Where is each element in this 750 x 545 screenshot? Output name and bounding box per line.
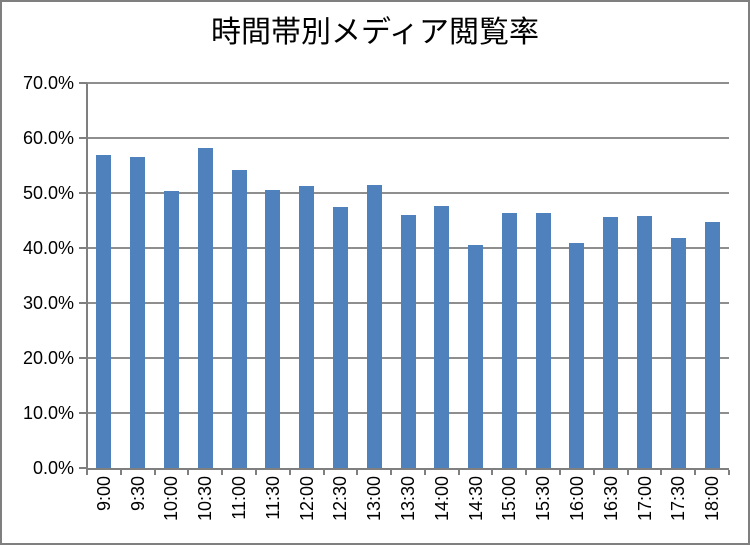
x-axis-tick: [491, 470, 494, 475]
x-axis-tick-label: 14:00: [431, 476, 452, 522]
x-axis-tick: [254, 470, 257, 475]
y-axis-tick-label: 30.0%: [22, 293, 74, 313]
x-axis-tick-label: 15:30: [533, 476, 554, 522]
x-axis-tick: [356, 470, 359, 475]
gridline: [87, 82, 729, 84]
x-axis-tick-label: 11:00: [229, 476, 250, 520]
bar: [332, 206, 348, 468]
chart-title: 時間帯別メディア閲覧率: [211, 16, 539, 49]
y-axis-tick-label: 20.0%: [22, 348, 74, 368]
x-axis-tick: [660, 470, 663, 475]
x-axis-tick: [221, 470, 224, 475]
y-axis-tick: [79, 302, 87, 304]
y-axis-tick-label: 0.0%: [32, 458, 74, 478]
bar: [603, 216, 619, 468]
x-axis-tick-label: 12:00: [296, 476, 317, 522]
bar: [569, 243, 585, 468]
x-axis-tick-label: 10:00: [161, 476, 182, 522]
y-axis-tick: [79, 192, 87, 194]
x-axis-tick: [187, 470, 190, 475]
x-axis-tick: [694, 470, 697, 475]
x-axis-tick: [86, 470, 88, 475]
bar: [434, 205, 450, 468]
x-axis-tick: [322, 470, 325, 475]
x-axis-tick-label: 9:30: [127, 476, 148, 512]
y-axis-tick: [79, 137, 87, 139]
x-axis-tick: [457, 470, 460, 475]
bar: [197, 148, 213, 468]
bar: [637, 215, 653, 468]
bar: [400, 215, 416, 468]
bar: [468, 245, 484, 468]
y-axis-tick-label: 40.0%: [22, 238, 74, 258]
y-axis-tick-label: 70.0%: [22, 73, 74, 93]
y-axis-tick: [79, 82, 87, 84]
x-axis-tick-label: 14:30: [465, 476, 486, 522]
bar: [670, 238, 686, 468]
x-axis-tick-label: 11:30: [262, 476, 283, 520]
y-axis-tick: [79, 357, 87, 359]
x-axis-tick-label: 9:00: [93, 476, 114, 512]
x-axis-tick: [626, 470, 629, 475]
bar: [535, 212, 551, 468]
bar: [704, 222, 720, 468]
x-axis-tick: [288, 470, 291, 475]
bar: [231, 170, 247, 468]
x-axis-tick-label: 18:00: [702, 476, 723, 522]
gridline: [87, 137, 729, 139]
x-axis-tick: [423, 470, 426, 475]
x-axis-line: [86, 468, 729, 470]
x-axis-tick: [592, 470, 595, 475]
x-axis-tick-label: 16:30: [600, 476, 621, 522]
x-axis-tick-label: 17:00: [634, 476, 655, 522]
x-axis-tick: [728, 470, 730, 475]
bar: [130, 157, 146, 468]
x-axis-tick: [559, 470, 562, 475]
bar: [163, 191, 179, 468]
x-axis-tick-label: 12:30: [330, 476, 351, 522]
y-axis-tick: [79, 467, 87, 469]
y-axis-line: [86, 83, 88, 470]
x-axis-tick-label: 13:00: [364, 476, 385, 522]
x-axis-tick-label: 15:00: [499, 476, 520, 522]
y-axis-tick-label: 60.0%: [22, 128, 74, 148]
y-axis-tick-label: 50.0%: [22, 183, 74, 203]
y-axis-tick: [79, 412, 87, 414]
gridline: [87, 192, 729, 194]
x-axis-tick-label: 17:30: [668, 476, 689, 522]
x-axis-tick: [390, 470, 393, 475]
bar: [299, 185, 315, 468]
x-axis-tick-label: 10:30: [195, 476, 216, 522]
bar: [96, 154, 112, 468]
x-axis-tick: [153, 470, 156, 475]
y-axis-tick-label: 10.0%: [22, 403, 74, 423]
x-axis-tick: [525, 470, 528, 475]
x-axis-tick-label: 13:30: [398, 476, 418, 522]
bar: [501, 212, 517, 468]
bar: [366, 184, 382, 468]
x-axis-tick: [119, 470, 122, 475]
y-axis-tick: [79, 247, 87, 249]
bar: [265, 190, 281, 468]
x-axis-tick-label: 16:00: [566, 476, 587, 522]
